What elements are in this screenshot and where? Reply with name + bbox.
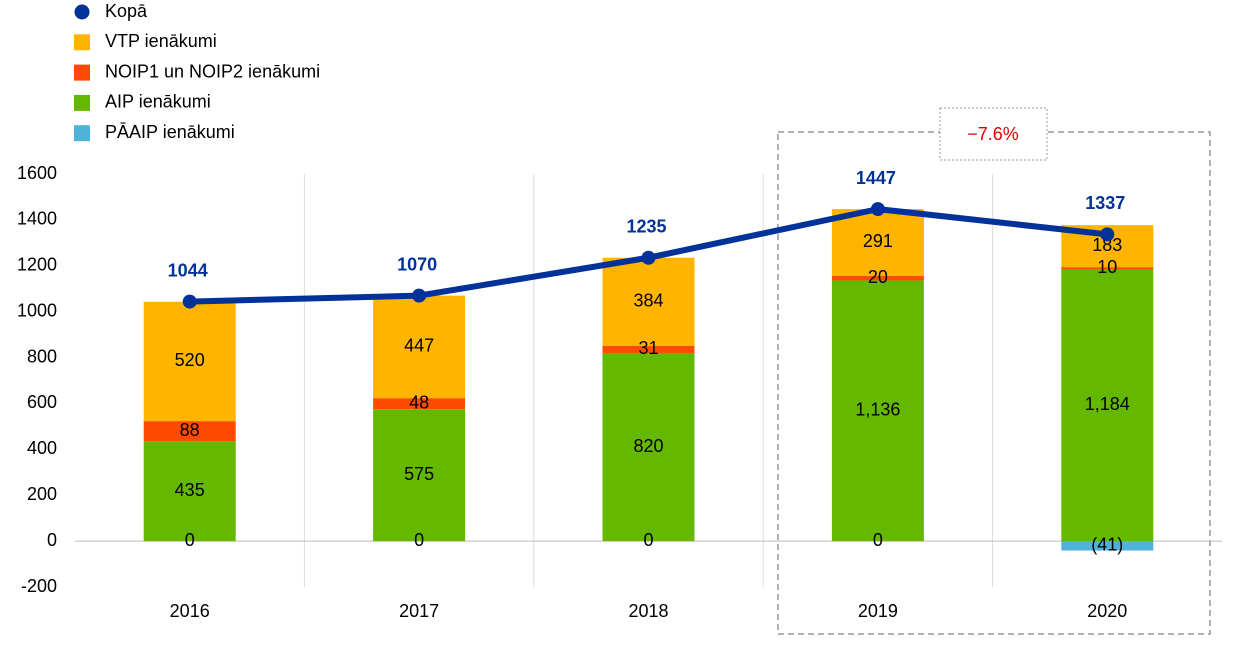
bar-segment [831,275,924,281]
bar-segment [602,257,695,346]
line-label: 1070 [397,254,437,274]
legend-label: VTP ienākumi [105,31,217,51]
x-tick-label: 2019 [858,601,898,621]
y-tick-label: -200 [21,576,57,596]
bar-segment [831,209,924,276]
bar-segment [373,295,466,399]
legend-marker [74,34,90,51]
legend-label: Kopā [105,1,148,21]
bar-segment [1061,269,1154,542]
line-point [1100,227,1115,242]
x-tick-label: 2020 [1087,601,1127,621]
legend-marker [74,64,90,81]
line-point [870,202,885,217]
legend-label: PĀAIP ienākumi [105,122,235,142]
y-tick-label: 400 [27,438,57,458]
bar-segment [373,398,466,410]
legend-marker [74,94,90,111]
y-tick-label: 600 [27,392,57,412]
y-tick-label: 1000 [17,300,57,320]
bar-segment [373,409,466,542]
legend-label: AIP ienākumi [105,92,211,112]
y-tick-label: 800 [27,346,57,366]
line-label: 1044 [168,260,208,280]
data-label: 384 [633,291,663,311]
line-label: 1337 [1085,193,1125,213]
bar-segment [831,280,924,542]
data-label: 291 [863,231,893,251]
x-tick-label: 2016 [170,601,210,621]
data-label: 820 [633,436,663,456]
data-label: 88 [180,420,200,440]
data-label: 0 [185,530,195,550]
data-label: 10 [1097,257,1117,277]
bar-segment [1061,267,1154,270]
annotation: −7.6% [967,124,1019,144]
line-point [641,250,656,265]
data-label: 20 [868,267,888,287]
line-point [412,288,427,303]
bar-segment [602,345,695,353]
line-label: 1447 [856,168,896,188]
bar-segment [602,352,695,542]
x-tick-label: 2017 [399,601,439,621]
data-label: 1,136 [855,400,900,420]
bar-segment [143,301,236,422]
annotation-box [939,107,1048,161]
y-tick-label: 1600 [17,163,57,183]
y-tick-label: 1200 [17,255,57,275]
data-label: 48 [409,392,429,412]
data-label: 575 [404,464,434,484]
data-label: 447 [404,336,434,356]
data-label: 0 [873,530,883,550]
y-tick-label: 200 [27,484,57,504]
bar-segment [143,441,236,542]
data-label: 435 [175,480,205,500]
legend-marker [74,4,90,20]
y-tick-label: 0 [47,530,57,550]
y-tick-label: 1400 [17,209,57,229]
bar-segment [143,421,236,442]
legend-marker [74,125,90,142]
data-label: 183 [1092,235,1122,255]
data-label: 0 [643,530,653,550]
bar-segment [1061,541,1154,551]
line-point [182,294,197,309]
legend-label: NOIP1 un NOIP2 ienākumi [105,61,320,81]
data-label: 31 [638,338,658,358]
x-tick-label: 2018 [628,601,668,621]
data-label: 520 [175,350,205,370]
data-label: (41) [1091,535,1123,555]
data-label: 1,184 [1085,394,1130,414]
line-label: 1235 [626,216,666,236]
data-label: 0 [414,530,424,550]
